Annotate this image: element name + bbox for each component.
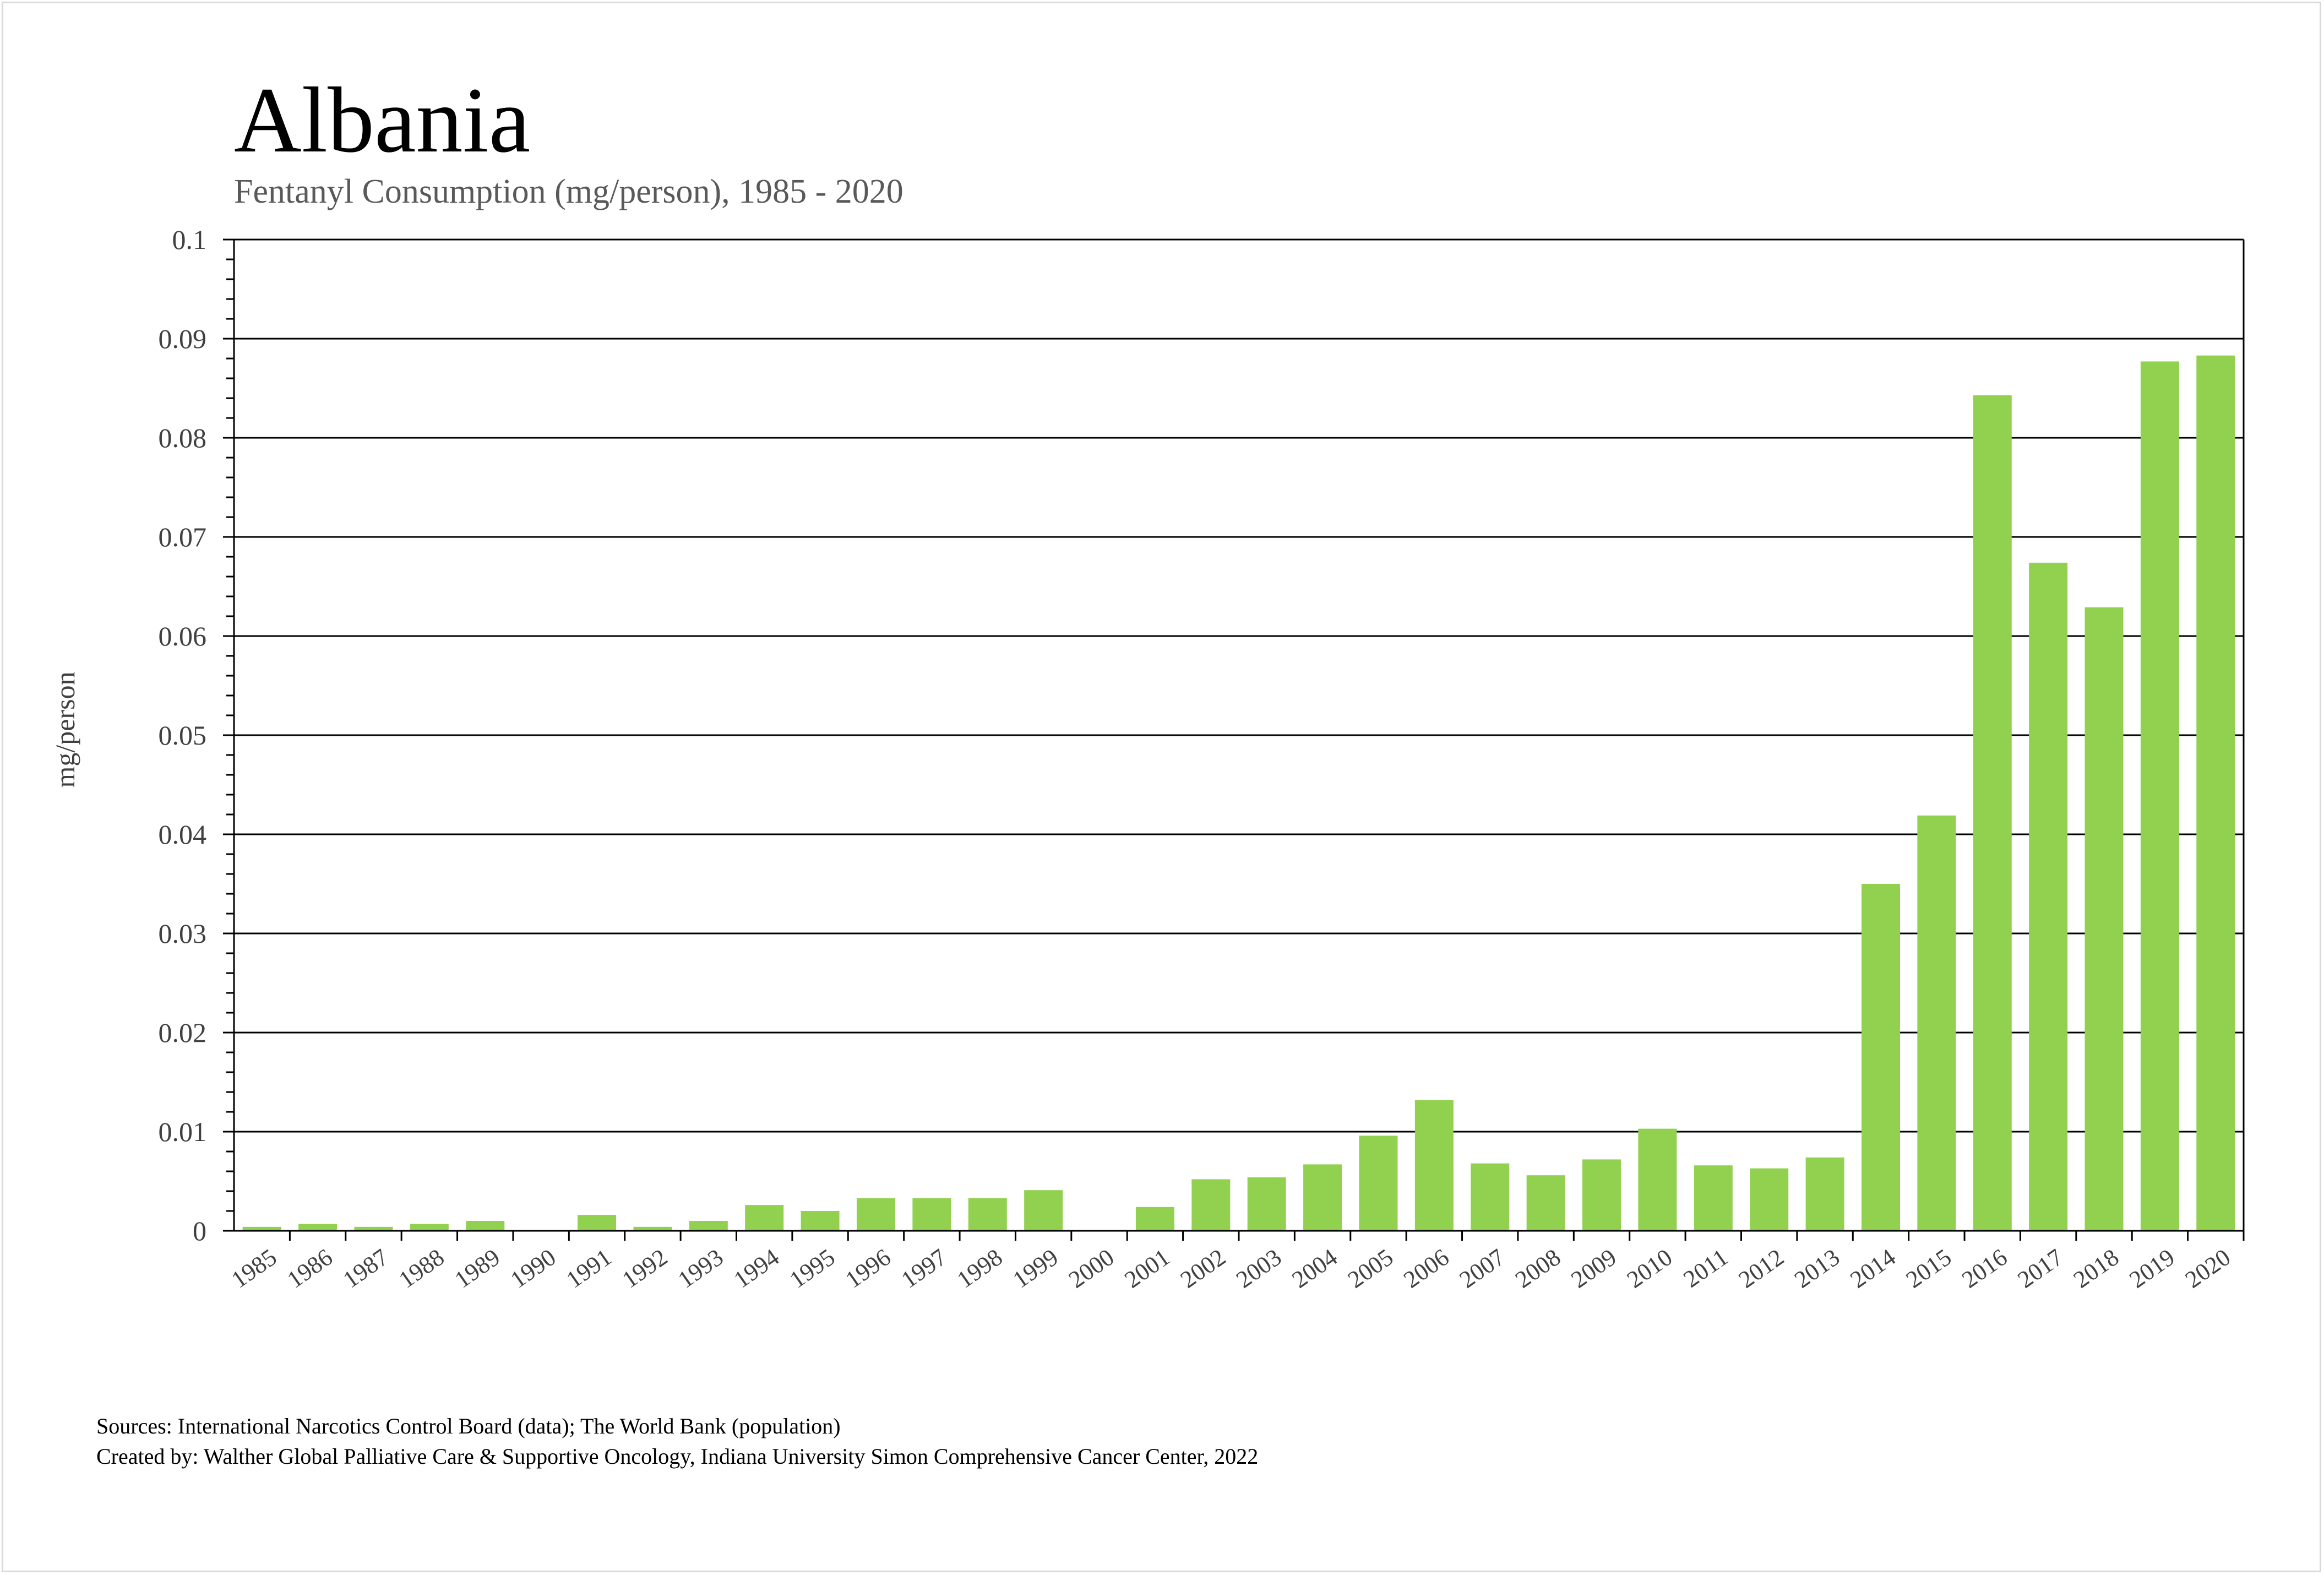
x-tick-label: 2005 bbox=[1343, 1243, 1398, 1294]
y-tick-label: 0.1 bbox=[172, 224, 207, 255]
chart-subtitle: Fentanyl Consumption (mg/person), 1985 -… bbox=[234, 173, 904, 210]
x-tick-label: 2014 bbox=[1846, 1243, 1901, 1294]
x-tick-labels: 1985 1986 1987 1988 1989 1990 1991 1992 1993 1994… bbox=[226, 1243, 2235, 1294]
bar-2013 bbox=[1805, 1157, 1844, 1231]
x-tick-label: 2016 bbox=[1957, 1243, 2012, 1294]
y-tick-label: 0.04 bbox=[159, 819, 207, 850]
bar-2018 bbox=[2084, 607, 2124, 1231]
bar-2009 bbox=[1582, 1159, 1621, 1231]
axes bbox=[223, 238, 2245, 1241]
x-tick-label: 2011 bbox=[1679, 1243, 1733, 1293]
x-tick-label: 1996 bbox=[841, 1243, 896, 1294]
y-tick-label: 0.05 bbox=[159, 720, 207, 751]
y-tick-label: 0.07 bbox=[159, 522, 207, 552]
x-tick-label: 1998 bbox=[952, 1243, 1007, 1294]
x-tick-label: 2008 bbox=[1510, 1243, 1565, 1294]
bar-1991 bbox=[578, 1215, 617, 1231]
bar-1985 bbox=[242, 1226, 281, 1231]
footer-sources: Sources: International Narcotics Control… bbox=[96, 1414, 841, 1438]
bar-2003 bbox=[1247, 1177, 1286, 1231]
bar-2008 bbox=[1526, 1175, 1565, 1231]
x-tick-label: 1990 bbox=[505, 1243, 560, 1294]
x-tick-label: 2001 bbox=[1119, 1243, 1174, 1294]
footer-created-by: Created by: Walther Global Palliative Ca… bbox=[96, 1444, 1258, 1469]
bar-1997 bbox=[912, 1198, 951, 1231]
y-axis-label: mg/person bbox=[50, 671, 80, 788]
x-tick-label: 1994 bbox=[729, 1243, 784, 1294]
x-tick-label: 1995 bbox=[785, 1243, 840, 1294]
x-tick-label: 2000 bbox=[1064, 1243, 1119, 1294]
x-tick-label: 2013 bbox=[1789, 1243, 1844, 1294]
bar-2010 bbox=[1638, 1128, 1677, 1231]
x-tick-label: 2010 bbox=[1622, 1243, 1677, 1294]
x-tick-label: 2017 bbox=[2013, 1243, 2068, 1294]
x-tick-label: 2004 bbox=[1287, 1243, 1342, 1294]
y-tick-label: 0.02 bbox=[159, 1017, 207, 1048]
x-tick-label: 1991 bbox=[562, 1243, 617, 1294]
x-tick-label: 1985 bbox=[226, 1243, 281, 1294]
chart-title: Albania bbox=[234, 68, 530, 172]
bar-1999 bbox=[1024, 1190, 1063, 1231]
bar-1996 bbox=[856, 1198, 895, 1231]
bar-1987 bbox=[354, 1226, 393, 1231]
bar-2004 bbox=[1303, 1164, 1342, 1231]
x-tick-label: 2003 bbox=[1231, 1243, 1286, 1294]
y-tick-label: 0.01 bbox=[159, 1116, 207, 1147]
bar-2005 bbox=[1359, 1136, 1398, 1231]
bar-2020 bbox=[2196, 355, 2235, 1231]
bar-2019 bbox=[2140, 361, 2179, 1231]
y-tick-label: 0.03 bbox=[159, 918, 207, 949]
x-tick-label: 2007 bbox=[1455, 1243, 1510, 1294]
bar-1993 bbox=[689, 1221, 728, 1231]
x-tick-label: 1993 bbox=[673, 1243, 728, 1294]
y-tick-label: 0.09 bbox=[159, 323, 207, 354]
bar-2007 bbox=[1471, 1163, 1510, 1231]
bar-1992 bbox=[633, 1226, 672, 1231]
x-tick-label: 2018 bbox=[2069, 1243, 2124, 1294]
bar-2012 bbox=[1750, 1168, 1789, 1231]
bar-1988 bbox=[410, 1224, 449, 1231]
y-tick-label: 0 bbox=[193, 1215, 206, 1246]
y-tick-label: 0.08 bbox=[159, 422, 207, 453]
x-tick-label: 2006 bbox=[1398, 1243, 1454, 1294]
x-tick-label: 2020 bbox=[2180, 1243, 2235, 1294]
bar-2011 bbox=[1694, 1165, 1733, 1231]
x-tick-label: 2015 bbox=[1901, 1243, 1956, 1294]
bar-1998 bbox=[968, 1198, 1007, 1231]
bar-2017 bbox=[2029, 562, 2068, 1231]
x-tick-label: 2012 bbox=[1734, 1243, 1789, 1294]
bar-2016 bbox=[1973, 395, 2012, 1231]
x-tick-label: 2002 bbox=[1175, 1243, 1231, 1294]
bars bbox=[242, 355, 2235, 1231]
x-tick-label: 2019 bbox=[2124, 1243, 2179, 1294]
bar-2015 bbox=[1917, 815, 1956, 1231]
x-tick-label: 1988 bbox=[394, 1243, 449, 1294]
x-tick-label: 1989 bbox=[450, 1243, 505, 1294]
x-tick-label: 1997 bbox=[896, 1243, 951, 1294]
bar-1986 bbox=[298, 1224, 338, 1231]
x-tick-label: 2009 bbox=[1566, 1243, 1621, 1294]
y-tick-label: 0.06 bbox=[159, 621, 207, 651]
x-tick-label: 1986 bbox=[282, 1243, 338, 1294]
bar-1994 bbox=[745, 1205, 784, 1231]
bar-2001 bbox=[1135, 1207, 1174, 1231]
y-tick-labels: 0 0.01 0.02 0.03 0.04 0.05 0.06 0.07 0.08 0.09 0.1 bbox=[159, 224, 207, 1246]
x-tick-label: 1987 bbox=[338, 1243, 393, 1294]
bar-1989 bbox=[466, 1221, 505, 1231]
bar-2006 bbox=[1414, 1100, 1454, 1231]
bar-2002 bbox=[1191, 1179, 1231, 1231]
bar-1995 bbox=[801, 1211, 840, 1231]
x-tick-label: 1999 bbox=[1008, 1243, 1063, 1294]
bar-2014 bbox=[1861, 884, 1900, 1231]
x-tick-label: 1992 bbox=[617, 1243, 672, 1294]
